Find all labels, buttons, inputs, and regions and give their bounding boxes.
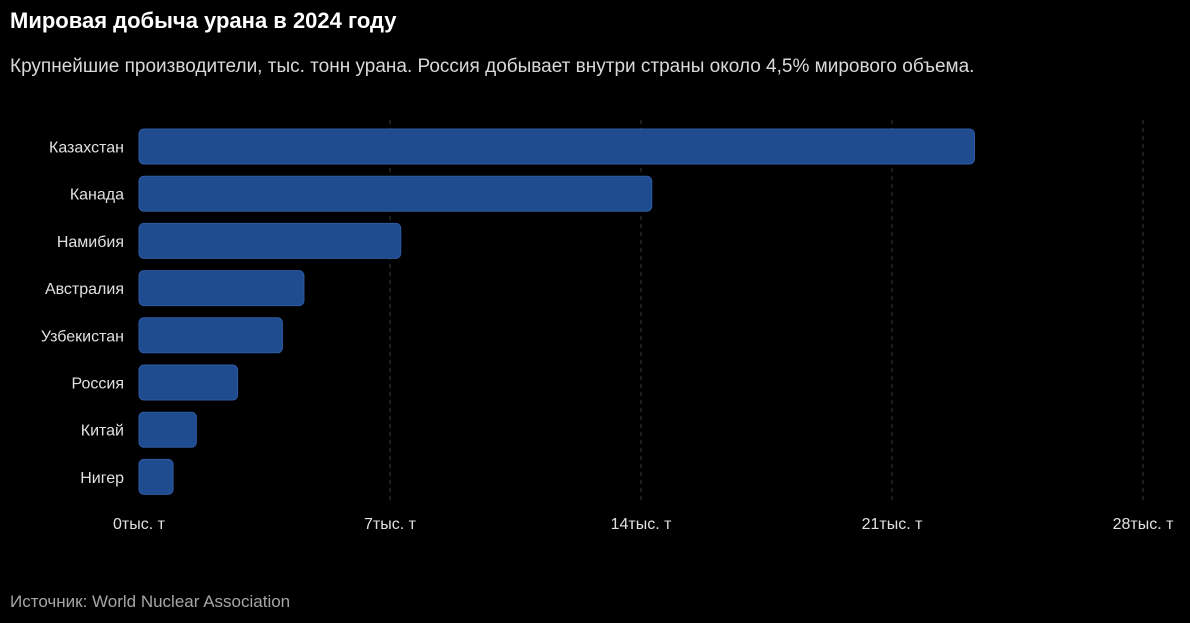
x-tick-label: 14тыс. т	[611, 516, 673, 533]
bar[interactable]	[138, 411, 197, 448]
chart-title: Мировая добыча урана в 2024 году	[10, 8, 397, 33]
x-tick-label: 21тыс. т	[862, 516, 924, 533]
bar[interactable]	[138, 364, 239, 401]
x-tick-label: 0тыс. т	[113, 516, 166, 533]
bars	[138, 128, 975, 495]
category-labels: Казахстан Канада Намибия Австралия Узбекиста…	[41, 140, 124, 487]
x-tick-label: 28тыс. т	[1113, 516, 1175, 533]
category-label: Канада	[70, 187, 124, 204]
category-label: Китай	[81, 423, 124, 440]
bar[interactable]	[138, 128, 975, 165]
category-label: Узбекистан	[41, 328, 124, 345]
bar[interactable]	[138, 222, 402, 259]
category-label: Россия	[72, 376, 124, 393]
bar[interactable]	[138, 317, 283, 354]
category-label: Нигер	[80, 470, 124, 487]
chart-subtitle: Крупнейшие производители, тыс. тонн уран…	[10, 56, 975, 77]
source-note: Источник: World Nuclear Association	[10, 592, 291, 611]
bar[interactable]	[138, 458, 174, 495]
bar[interactable]	[138, 270, 305, 307]
x-tick-label: 7тыс. т	[364, 516, 417, 533]
x-tick-labels: 0тыс. т 7тыс. т 14тыс. т 21тыс. т 28тыс. т	[113, 516, 1174, 533]
category-label: Казахстан	[49, 140, 124, 157]
category-label: Австралия	[45, 281, 124, 298]
category-label: Намибия	[57, 234, 124, 251]
bar[interactable]	[138, 175, 653, 212]
